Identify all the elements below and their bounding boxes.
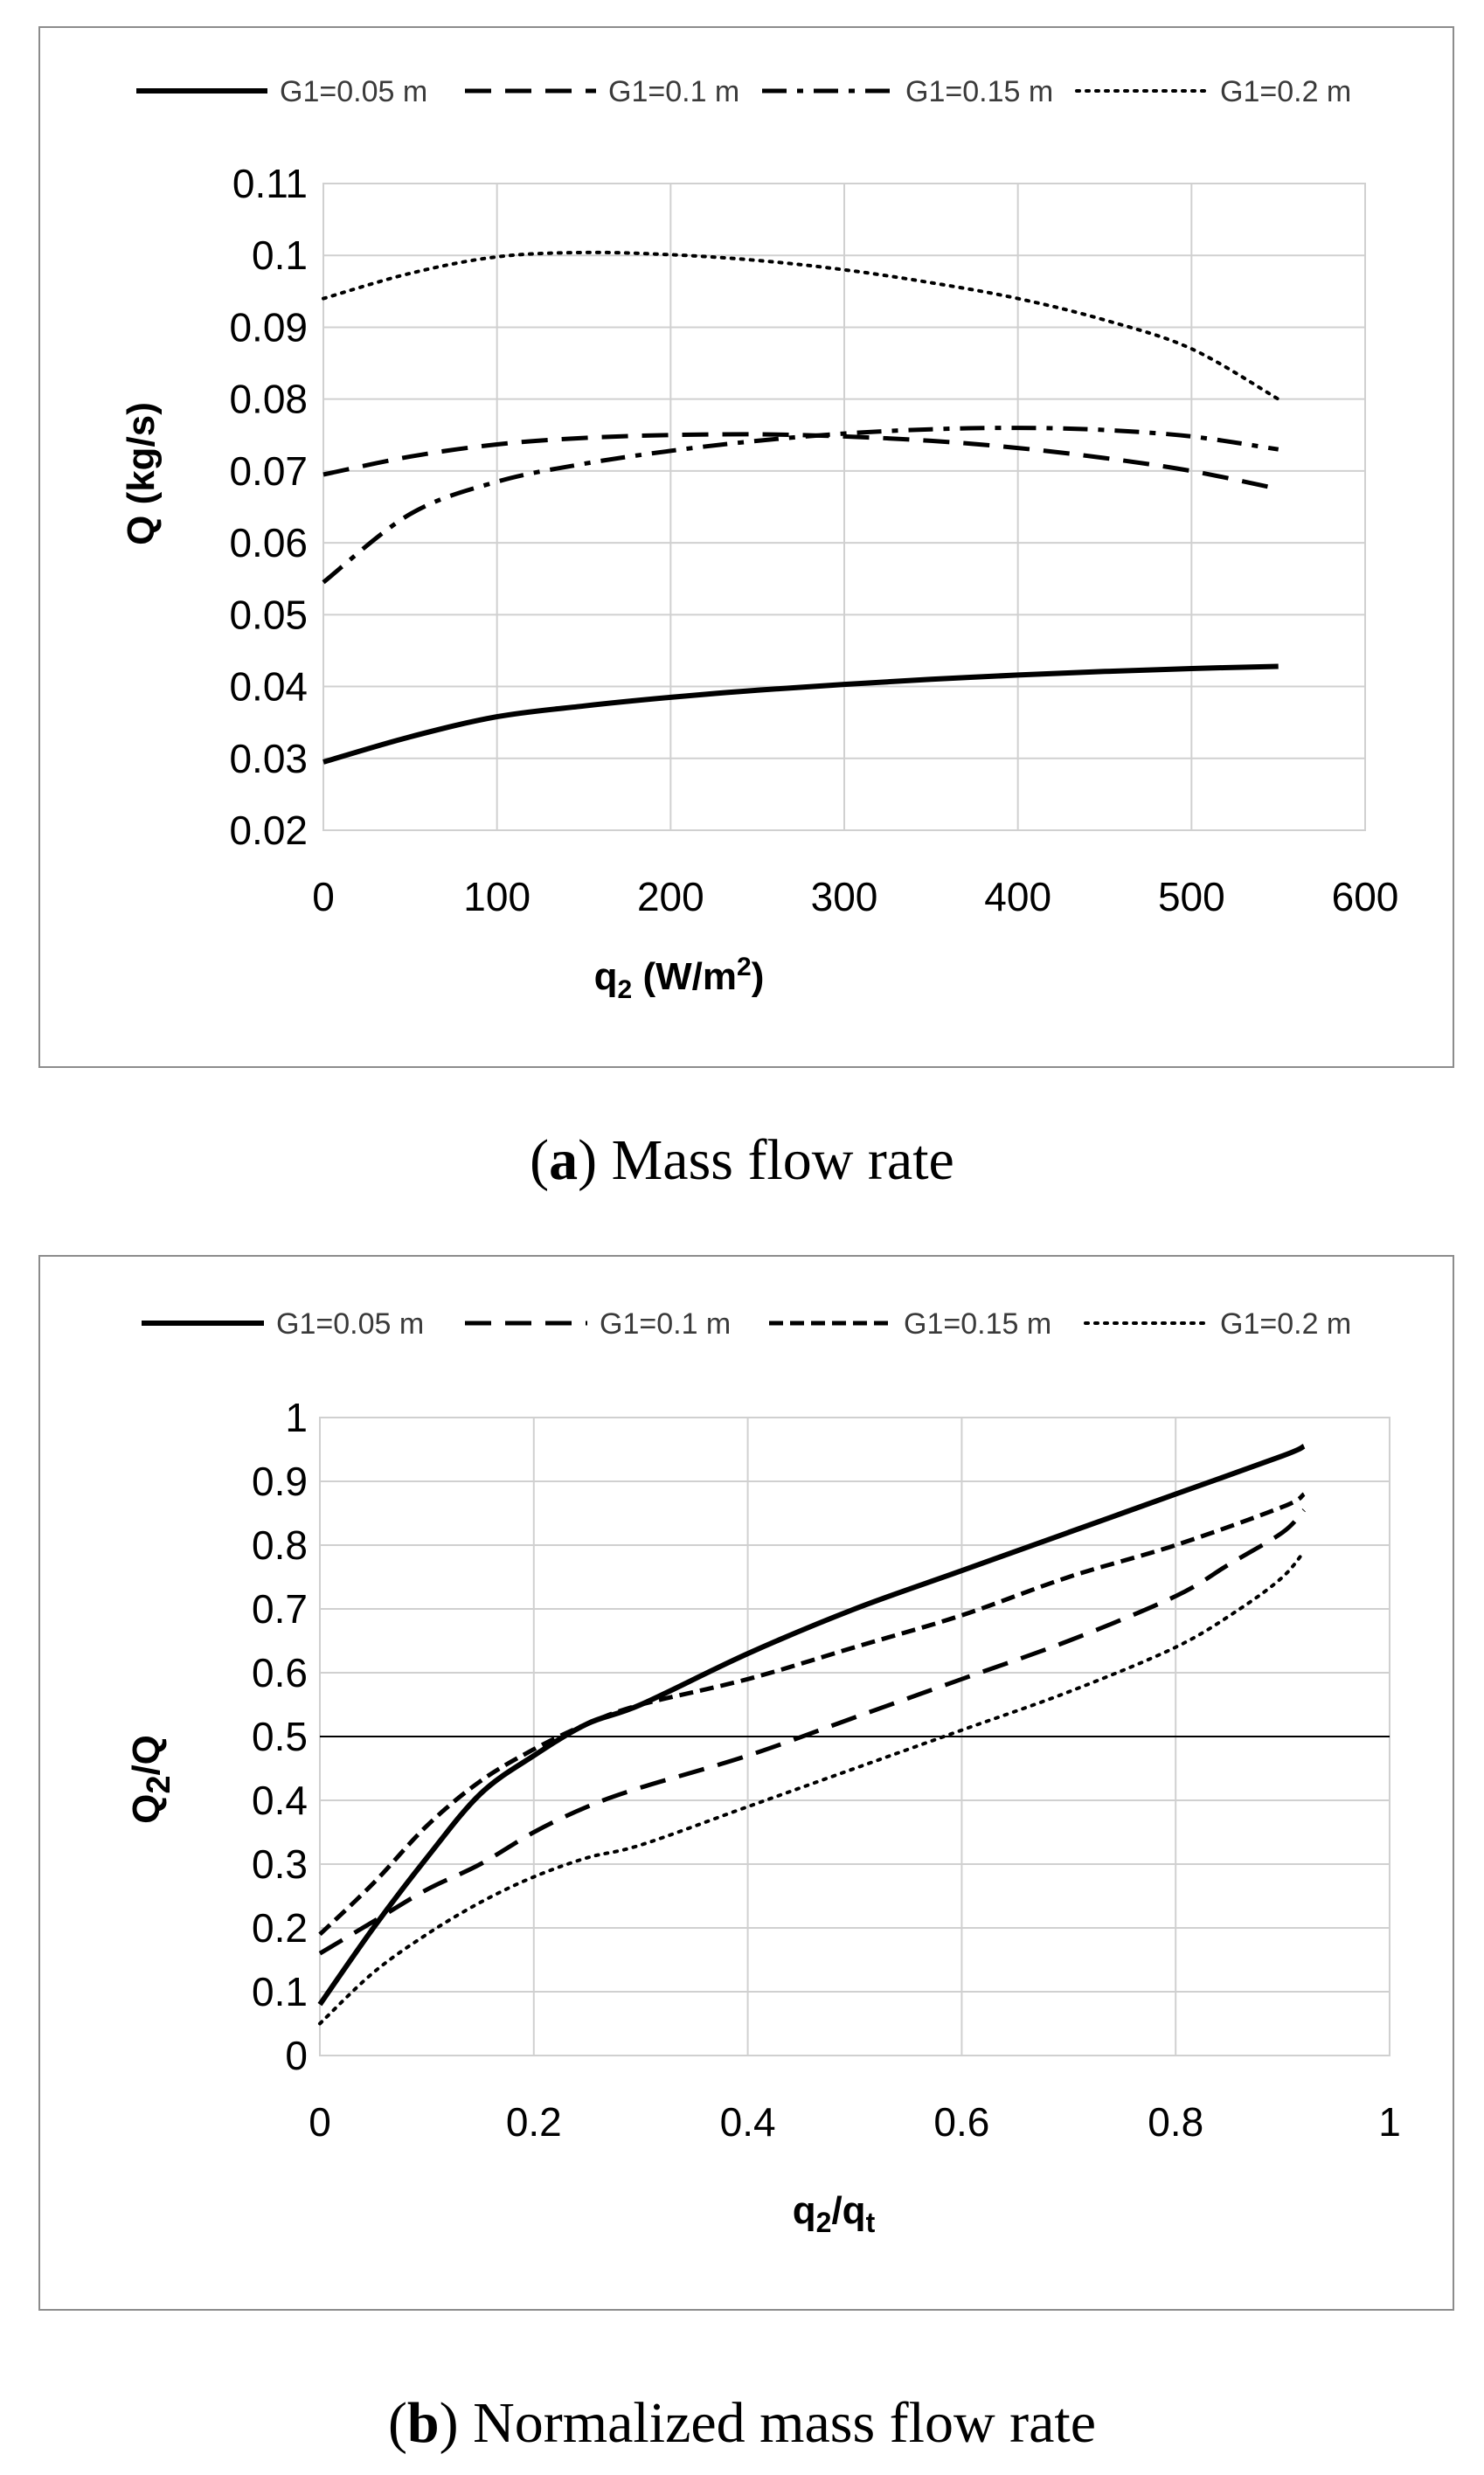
chart-b-x-title-main: q [793,2189,816,2232]
x-tick-label: 600 [1332,874,1399,919]
chart-b-x-axis-title: q2/qt [793,2189,876,2238]
caption-b-text: Normalized mass flow rate [473,2391,1097,2455]
legend-label: G1=0.15 m [905,75,1053,108]
legend-label: G1=0.05 m [280,75,427,108]
series-line-g1-0-15-m [322,426,1279,585]
y-tick-label: 0.5 [252,1714,308,1759]
x-tick-label: 100 [463,874,530,919]
chart-a-x-title-sup: 2 [737,953,752,981]
series-line-g1-0-2-m [318,1549,1307,2026]
y-tick-label: 0 [285,2033,308,2078]
chart-b-y-title-tail: /Q [125,1735,168,1775]
caption-b: (b) Normalized mass flow rate [387,2391,1097,2455]
y-tick-label: 0.09 [229,304,308,350]
y-tick-label: 0.1 [252,1969,308,2014]
chart-b-x-title-sub: 2 [816,2207,832,2238]
chart-a-x-title-sub: 2 [618,975,633,1004]
y-tick-label: 0.08 [229,377,308,422]
legend-label: G1=0.2 m [1220,75,1351,108]
series-line-g1-0-1-m [318,1508,1306,1956]
series-line-g1-0-05-m [322,663,1279,765]
x-tick-label: 1 [1378,2099,1401,2145]
chart-b-x-tick-labels: 0 0.2 0.4 0.6 0.8 1 [309,2099,1401,2145]
chart-a-x-title-close: ) [752,955,765,998]
legend-label: G1=0.2 m [1220,1307,1351,1341]
y-tick-label: 0.04 [229,664,308,710]
x-tick-label: 500 [1158,874,1225,919]
chart-a-x-title-tail: (W/m [632,955,737,998]
y-tick-label: 0.1 [252,232,308,278]
legend-label: G1=0.1 m [600,1307,731,1341]
chart-a-legend: G1=0.05 m G1=0.1 m G1=0.15 m G1=0.2 m [136,75,1351,108]
chart-b-legend: G1=0.05 m G1=0.1 m G1=0.15 m G1=0.2 m [142,1307,1351,1341]
chart-b-y-title-sub: 2 [141,1776,177,1794]
chart-b-y-title-main: Q [125,1794,168,1824]
chart-panel-b: 0 0.1 0.2 0.3 0.4 0.5 0.6 0.7 0.8 0.9 1 0 0.2 0.4 0.6… [38,1255,1454,2311]
y-tick-label: 0.7 [252,1586,308,1632]
x-tick-label: 200 [637,874,704,919]
chart-b-x-title-sub2: t [866,2207,876,2238]
y-tick-label: 0.6 [252,1650,308,1695]
y-tick-label: 0.07 [229,448,308,494]
normalized-mass-flow-rate-chart: 0 0.1 0.2 0.3 0.4 0.5 0.6 0.7 0.8 0.9 1 0 0.2 0.4 0.6… [125,1307,1401,2238]
chart-b-x-title-mid: /q [831,2189,865,2232]
y-tick-label: 0.06 [229,520,308,565]
chart-a-gridlines [322,183,1366,831]
chart-a-x-tick-labels: 0 100 200 300 400 500 600 [312,874,1398,919]
chart-a-series-lines [322,250,1280,765]
chart-b-y-tick-labels: 0 0.1 0.2 0.3 0.4 0.5 0.6 0.7 0.8 0.9 1 [252,1395,308,2078]
chart-panel-a: 0.02 0.03 0.04 0.05 0.06 0.07 0.08 0.09 0.1 0.11 … [38,26,1454,1068]
x-tick-label: 300 [811,874,878,919]
caption-a-text: Mass flow rate [611,1128,954,1192]
chart-a-x-title-main: q [594,955,618,998]
series-line-g1-0-1-m [322,432,1279,491]
series-line-g1-0-2-m [322,250,1280,401]
y-tick-label: 0.9 [252,1459,308,1504]
chart-b-y-axis-title: Q2/Q [125,1735,177,1824]
x-tick-label: 0.8 [1148,2099,1203,2145]
y-tick-label: 0.4 [252,1778,308,1823]
y-tick-label: 0.11 [232,161,308,206]
y-tick-label: 1 [285,1395,308,1440]
x-tick-label: 0 [309,2099,331,2145]
y-tick-label: 0.3 [252,1841,308,1887]
y-tick-label: 0.2 [252,1905,308,1951]
series-line-g1-0-05-m [317,1444,1306,2007]
series-line-g1-0-15-m [318,1492,1306,1937]
x-tick-label: 400 [984,874,1051,919]
chart-a-y-axis-title: Q (kg/s) [120,402,163,545]
x-tick-label: 0 [312,874,335,919]
caption-a: (a) Mass flow rate [530,1128,954,1192]
x-tick-label: 0.4 [720,2099,776,2145]
y-tick-label: 0.8 [252,1522,308,1568]
chart-b-series-lines [317,1444,1307,2026]
legend-label: G1=0.1 m [608,75,739,108]
mass-flow-rate-chart: 0.020.030.040.050.060.070.080.090.10.11 … [120,75,1398,1004]
legend-label: G1=0.15 m [904,1307,1051,1341]
caption-a-label: a [549,1128,579,1192]
y-tick-label: 0.05 [229,592,308,637]
x-tick-label: 0.2 [506,2099,562,2145]
y-tick-label: 0.02 [229,808,308,853]
y-tick-label: 0.03 [229,736,308,781]
caption-b-label: b [406,2391,440,2455]
chart-a-x-axis-title: q2 (W/m2) [594,953,765,1004]
chart-a-y-tick-labels: 0.02 0.03 0.04 0.05 0.06 0.07 0.08 0.09 0.1 0.11 [229,161,308,853]
legend-label: G1=0.05 m [276,1307,424,1341]
x-tick-label: 0.6 [933,2099,989,2145]
